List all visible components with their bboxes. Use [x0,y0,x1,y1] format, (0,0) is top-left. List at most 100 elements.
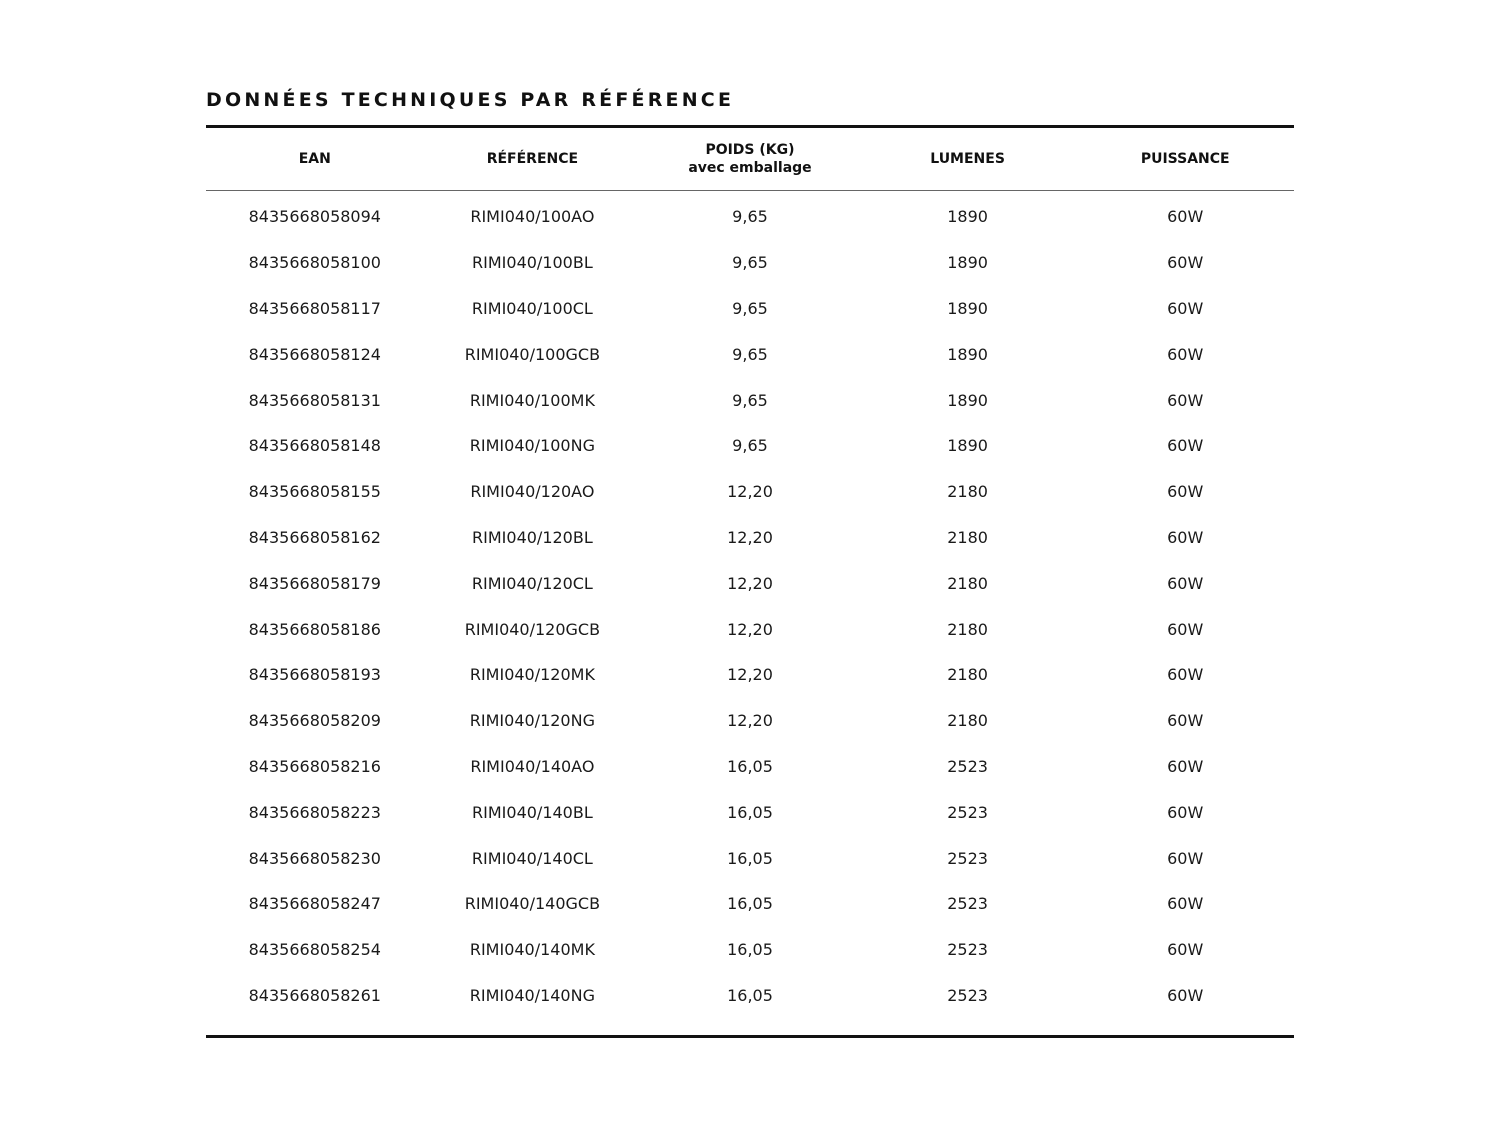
cell-reference: RIMI040/140NG [469,985,595,1005]
table-row: 8435668058162 RIMI040/120BL 12,20 2180 60W [206,515,1294,561]
cell-reference: RIMI040/120BL [472,527,593,547]
cell-lumens: 2180 [947,619,988,639]
cell-reference: RIMI040/120AO [470,482,595,502]
cell-power: 60W [1167,940,1204,960]
table-row: 8435668058148 RIMI040/100NG 9,65 1890 60W [206,423,1294,469]
cell-reference: RIMI040/100AO [470,207,595,227]
cell-ean: 8435668058179 [248,573,381,593]
cell-reference: RIMI040/100CL [471,298,593,318]
cell-weight: 12,20 [727,711,773,731]
cell-reference: RIMI040/140MK [469,940,595,960]
cell-ean: 8435668058131 [248,390,381,410]
cell-lumens: 2523 [947,985,988,1005]
cell-weight: 12,20 [727,527,773,547]
column-header-power: PUISSANCE [1140,151,1230,167]
cell-reference: RIMI040/120GCB [464,619,601,639]
cell-ean: 8435668058148 [248,436,381,456]
cell-reference: RIMI040/100MK [469,390,595,410]
column-header-reference: RÉFÉRENCE [486,151,579,167]
table-row: 8435668058247 RIMI040/140GCB 16,05 2523 60W [206,881,1294,927]
cell-lumens: 1890 [947,207,988,227]
table-row: 8435668058209 RIMI040/120NG 12,20 2180 60W [206,698,1294,744]
cell-power: 60W [1167,894,1204,914]
cell-lumens: 1890 [947,390,988,410]
cell-weight: 16,05 [727,940,773,960]
cell-lumens: 1890 [947,253,988,273]
table-row: 8435668058179 RIMI040/120CL 12,20 2180 60W [206,560,1294,606]
cell-ean: 8435668058094 [248,207,381,227]
cell-weight: 12,20 [727,619,773,639]
cell-weight: 16,05 [727,848,773,868]
cell-ean: 8435668058209 [248,711,381,731]
cell-ean: 8435668058193 [248,665,381,685]
cell-power: 60W [1167,711,1204,731]
cell-weight: 12,20 [727,665,773,685]
cell-ean: 8435668058100 [248,253,381,273]
column-header-weight-sub: avec emballage [688,160,812,176]
table-row: 8435668058261 RIMI040/140NG 16,05 2523 60W [206,973,1294,1019]
cell-lumens: 2180 [947,482,988,502]
cell-power: 60W [1167,573,1204,593]
cell-ean: 8435668058186 [248,619,381,639]
cell-ean: 8435668058162 [248,527,381,547]
cell-power: 60W [1167,207,1204,227]
cell-power: 60W [1167,619,1204,639]
cell-ean: 8435668058254 [248,940,381,960]
cell-weight: 9,65 [732,390,768,410]
column-header-weight: POIDS (KG) avec emballage [641,141,859,177]
cell-weight: 9,65 [732,436,768,456]
cell-lumens: 1890 [947,344,988,364]
cell-lumens: 1890 [947,436,988,456]
cell-reference: RIMI040/140AO [470,756,595,776]
cell-reference: RIMI040/100BL [472,253,593,273]
page-title: DONNÉES TECHNIQUES PAR RÉFÉRENCE [206,89,735,111]
cell-lumens: 2523 [947,894,988,914]
cell-lumens: 2523 [947,756,988,776]
table-row: 8435668058131 RIMI040/100MK 9,65 1890 60W [206,377,1294,423]
cell-power: 60W [1167,802,1204,822]
cell-lumens: 2523 [947,940,988,960]
cell-power: 60W [1167,298,1204,318]
cell-lumens: 2180 [947,573,988,593]
cell-power: 60W [1167,482,1204,502]
table-row: 8435668058230 RIMI040/140CL 16,05 2523 60W [206,835,1294,881]
cell-ean: 8435668058155 [248,482,381,502]
cell-weight: 16,05 [727,894,773,914]
cell-ean: 8435668058124 [248,344,381,364]
cell-reference: RIMI040/140BL [472,802,593,822]
cell-weight: 12,20 [727,573,773,593]
cell-weight: 16,05 [727,756,773,776]
cell-weight: 9,65 [732,344,768,364]
cell-lumens: 2523 [947,848,988,868]
cell-lumens: 1890 [947,298,988,318]
cell-weight: 9,65 [732,253,768,273]
column-header-lumens: LUMENES [930,151,1005,167]
cell-lumens: 2180 [947,527,988,547]
cell-power: 60W [1167,527,1204,547]
table-row: 8435668058100 RIMI040/100BL 9,65 1890 60W [206,240,1294,286]
cell-ean: 8435668058216 [248,756,381,776]
table-body: 8435668058094 RIMI040/100AO 9,65 1890 60W 843… [206,191,1294,1035]
column-header-weight-label: POIDS (KG) [705,142,795,158]
cell-power: 60W [1167,665,1204,685]
cell-power: 60W [1167,344,1204,364]
table-row: 8435668058117 RIMI040/100CL 9,65 1890 60W [206,286,1294,332]
cell-weight: 16,05 [727,985,773,1005]
cell-power: 60W [1167,985,1204,1005]
cell-weight: 12,20 [727,482,773,502]
cell-power: 60W [1167,848,1204,868]
cell-power: 60W [1167,390,1204,410]
cell-lumens: 2180 [947,665,988,685]
table-row: 8435668058193 RIMI040/120MK 12,20 2180 60W [206,652,1294,698]
cell-reference: RIMI040/100GCB [464,344,601,364]
cell-weight: 9,65 [732,298,768,318]
cell-reference: RIMI040/100NG [469,436,595,456]
table-row: 8435668058254 RIMI040/140MK 16,05 2523 60W [206,927,1294,973]
cell-lumens: 2523 [947,802,988,822]
cell-ean: 8435668058223 [248,802,381,822]
table-row: 8435668058094 RIMI040/100AO 9,65 1890 60W [206,194,1294,240]
cell-ean: 8435668058247 [248,894,381,914]
table-row: 8435668058155 RIMI040/120AO 12,20 2180 60W [206,469,1294,515]
cell-reference: RIMI040/120CL [471,573,593,593]
cell-reference: RIMI040/120NG [469,711,595,731]
